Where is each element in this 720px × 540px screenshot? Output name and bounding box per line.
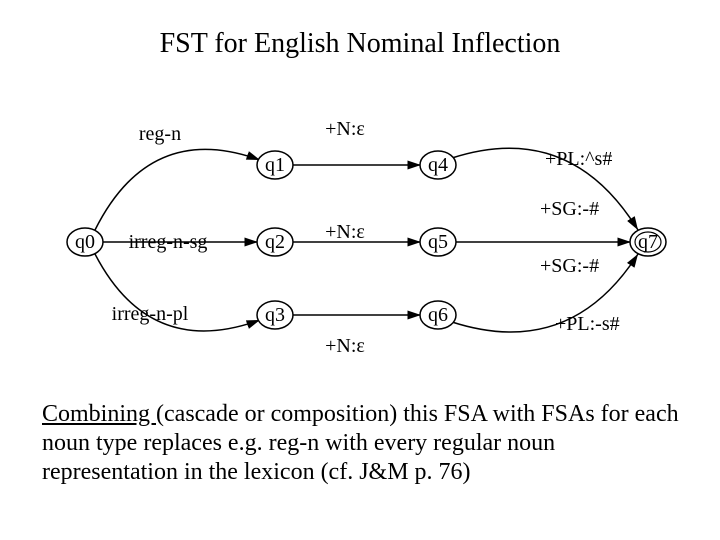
state-q4: q4 [420,151,456,179]
state-label-q2: q2 [265,231,285,253]
edge-label-irreg-n-pl: irreg-n-pl [112,303,189,325]
edge-label-n-eps-2: +N:ε [325,221,365,243]
edge-label-n-eps-1: +N:ε [325,118,365,140]
edge-label-reg-n: reg-n [139,123,181,145]
fst-diagram: q0 q1 q2 q3 q4 q5 q6 q7 reg-n irreg-n-sg… [0,0,720,400]
state-label-q3: q3 [265,304,285,326]
state-q5: q5 [420,228,456,256]
state-label-q1: q1 [265,154,285,176]
caption-text: Combining (cascade or composition) this … [42,400,682,486]
state-label-q5: q5 [428,231,448,253]
state-label-q0: q0 [75,231,95,253]
edge-label-sg-1: +SG:-# [540,198,599,220]
state-q6: q6 [420,301,456,329]
edge-label-irreg-n-sg: irreg-n-sg [129,231,208,253]
edge-label-pl-s-2: +PL:-s# [555,313,620,335]
edge-label-n-eps-3: +N:ε [325,335,365,357]
state-label-q4: q4 [428,154,448,176]
state-q7: q7 [630,228,666,256]
state-label-q6: q6 [428,304,448,326]
state-q1: q1 [257,151,293,179]
caption-lead: Combining [42,401,156,427]
state-q2: q2 [257,228,293,256]
edge-label-sg-2: +SG:-# [540,255,599,277]
edge-q0-q1 [95,149,260,230]
state-label-q7: q7 [638,231,658,253]
state-q0: q0 [67,228,103,256]
edge-label-pl-s: +PL:^s# [545,148,612,170]
state-q3: q3 [257,301,293,329]
